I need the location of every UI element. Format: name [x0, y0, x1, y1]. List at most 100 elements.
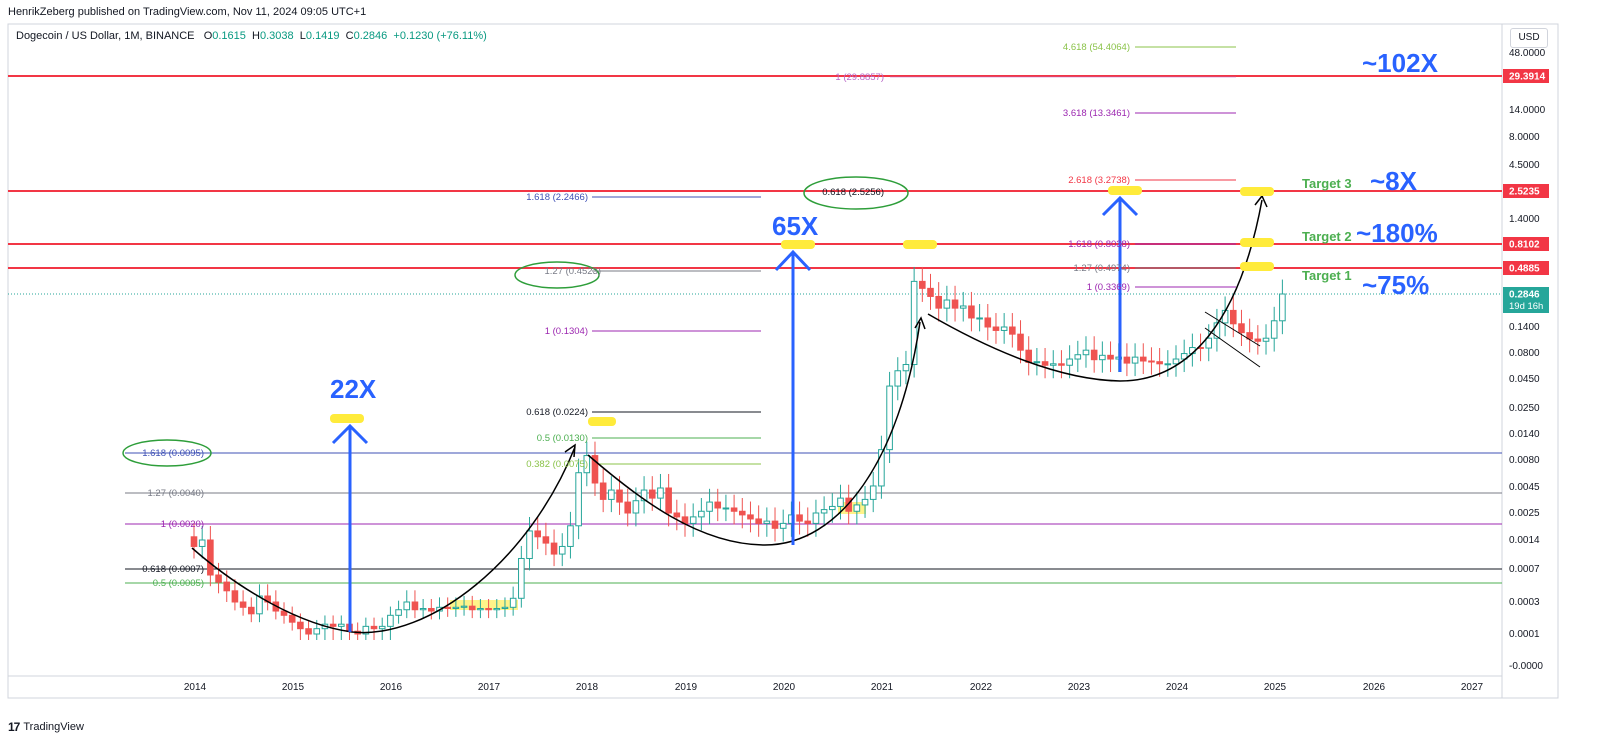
price-label-bg: [1503, 287, 1549, 313]
candle-body: [288, 614, 296, 623]
time-tick-label: 2022: [970, 682, 993, 693]
fib-label: 1.27 (0.0040): [147, 488, 204, 499]
candle-body: [190, 536, 198, 547]
fib-label: 0.618 (0.0007): [142, 564, 204, 575]
candle-body: [370, 625, 378, 630]
price-tick-label: 8.0000: [1509, 132, 1540, 143]
candle-body: [1074, 354, 1082, 360]
candle-body: [1017, 333, 1024, 351]
arrowhead: [914, 316, 926, 330]
currency-button[interactable]: USD: [1510, 28, 1548, 48]
candle-body: [346, 623, 353, 632]
time-tick-label: 2020: [773, 682, 796, 693]
candle-body: [583, 455, 591, 474]
target-markers: [330, 186, 1274, 426]
tradingview-logo: 17: [8, 720, 20, 734]
candle-body: [1254, 338, 1262, 342]
time-axis[interactable]: 2014 2015 2016 2017 2018 2019 2020 2021 2022 2023…: [184, 682, 1484, 693]
candle-body: [1180, 353, 1188, 360]
candle-body: [689, 516, 697, 524]
price-axis[interactable]: 48.0000 29.3914 14.0000 8.0000 4.5000 2.5235 1…: [1509, 48, 1546, 672]
price-tick-label: 29.3914: [1509, 71, 1546, 82]
cycle-curves: [191, 199, 1263, 634]
candle-body: [722, 507, 730, 510]
high-label: H: [252, 30, 260, 42]
candle-body: [755, 518, 762, 524]
candle-body: [362, 625, 370, 635]
candle-body: [788, 514, 795, 524]
candle-body: [829, 505, 836, 511]
candles: [190, 266, 1286, 640]
price-tick-label: 2.5235: [1509, 186, 1540, 197]
price-tick-label: 0.1400: [1509, 322, 1540, 333]
price-tick-label: 48.0000: [1509, 48, 1546, 59]
time-tick-label: 2023: [1068, 682, 1091, 693]
published-info: HenrikZeberg published on TradingView.co…: [8, 6, 367, 18]
price-label: 0.8102: [1509, 240, 1540, 251]
candle-body: [452, 606, 460, 609]
candle-body: [1164, 363, 1172, 366]
candle-body: [951, 299, 959, 309]
target-marker: [1240, 262, 1274, 271]
candle-body: [657, 487, 664, 499]
candle-body: [411, 601, 419, 611]
annotation-target-3: Target 3: [1302, 176, 1352, 191]
price-tick-label: 0.0001: [1509, 629, 1540, 640]
price-label: 29.3914: [1509, 72, 1546, 83]
arrow-head: [774, 249, 812, 272]
candle-body: [509, 597, 517, 608]
candle-body: [599, 482, 607, 500]
price-tick-label: 14.0000: [1509, 105, 1546, 116]
candle-body: [354, 630, 361, 635]
fib-label: 1.618 (2.2466): [526, 192, 588, 203]
cycle-curve-2021: [927, 199, 1263, 382]
candle-body: [698, 510, 705, 518]
target-marker: [1240, 187, 1274, 196]
time-tick-label: 2019: [675, 682, 698, 693]
candle-body: [1041, 361, 1049, 366]
candle-body: [313, 628, 321, 635]
candle-body: [886, 385, 893, 451]
price-label: 2.5235: [1509, 187, 1540, 198]
candle-body: [624, 501, 632, 514]
time-tick-label: 2016: [380, 682, 403, 693]
candle-body: [1049, 363, 1057, 366]
candle-body: [1009, 326, 1016, 335]
candle-body: [1213, 322, 1221, 339]
candle-body: [837, 497, 844, 507]
annotation-102x: ~102X: [1362, 48, 1439, 78]
price-tick-label: 4.5000: [1509, 160, 1540, 171]
candle-body: [640, 489, 648, 502]
candle-body: [338, 623, 345, 627]
candle-body: [861, 498, 869, 506]
fib-label: 1 (0.0020): [161, 519, 204, 530]
price-label-bg: [1503, 69, 1549, 83]
candle-body: [853, 504, 861, 512]
annotations: 22X 65X ~102X ~8X ~180% ~75% Target 3 Ta…: [330, 48, 1439, 404]
candle-body: [910, 280, 918, 366]
arrowhead: [564, 443, 576, 458]
candle-body: [419, 607, 427, 611]
candle-body: [976, 317, 983, 320]
candle-body: [305, 628, 312, 635]
symbol-legend[interactable]: Dogecoin / US Dollar, 1M, BINANCE O0.161…: [16, 30, 487, 42]
candle-body: [1090, 349, 1098, 361]
price-tick-label: 0.2846: [1509, 289, 1540, 300]
target-marker: [781, 240, 815, 249]
fib-label: 1 (29.8857): [835, 72, 884, 83]
time-tick-label: 2017: [478, 682, 501, 693]
candle-body: [223, 581, 231, 592]
tradingview-brand[interactable]: 17 TradingView: [8, 720, 84, 734]
low-value: 0.1419: [305, 30, 340, 42]
candle-body: [648, 489, 656, 499]
annotation-target-2: Target 2: [1302, 229, 1352, 244]
candle-body: [591, 455, 599, 484]
candle-body: [608, 489, 615, 500]
candle-body: [730, 507, 738, 512]
candle-body: [501, 606, 509, 609]
candle-body: [1189, 347, 1196, 355]
close-value: 0.2846: [353, 30, 388, 42]
symbol-name: Dogecoin / US Dollar, 1M, BINANCE: [16, 30, 195, 42]
arrow-head: [1101, 195, 1139, 217]
